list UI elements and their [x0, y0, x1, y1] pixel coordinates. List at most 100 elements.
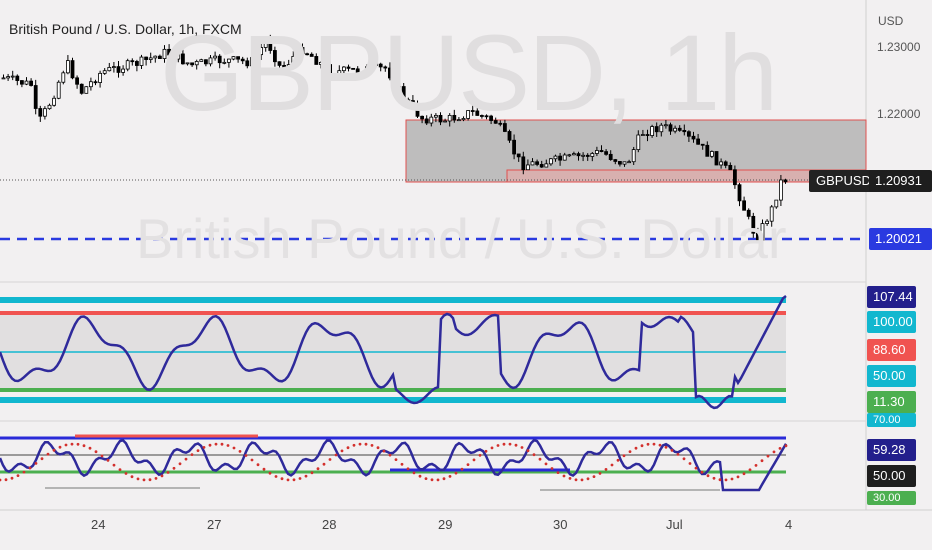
- candle-body: [553, 155, 558, 160]
- candle-body: [112, 66, 116, 69]
- osc2-dot: [412, 471, 416, 475]
- osc2-dot: [22, 470, 26, 474]
- candle-body: [10, 75, 15, 78]
- candle-body: [443, 120, 448, 123]
- osc2-dot: [406, 467, 410, 471]
- line-price-tag: 1.20021: [869, 228, 932, 250]
- time-label: 29: [438, 517, 453, 532]
- osc1-green-tag: 11.30: [867, 391, 916, 413]
- candle-body: [180, 53, 185, 65]
- candle-body: [650, 126, 654, 136]
- osc2-dot: [778, 447, 782, 450]
- candle-body: [217, 55, 222, 64]
- candle-body: [590, 153, 595, 157]
- candle-body: [84, 86, 89, 94]
- candle-body: [595, 150, 599, 154]
- osc2-dot: [130, 475, 134, 479]
- candle-body: [318, 62, 323, 65]
- candle-body: [6, 76, 10, 79]
- osc2-dot: [106, 459, 110, 462]
- osc2-dot: [298, 477, 302, 480]
- osc2-dot: [520, 446, 524, 449]
- osc2-dot: [172, 466, 176, 470]
- candle-body: [56, 81, 61, 99]
- candle-body: [291, 56, 296, 65]
- candle-body: [687, 131, 691, 137]
- last-price-tag: 1.20931: [869, 170, 932, 192]
- osc2-dot: [238, 450, 242, 453]
- osc2-dot: [274, 475, 278, 478]
- osc2-dot: [28, 466, 32, 470]
- osc2-dot: [280, 477, 284, 481]
- candle-body: [645, 134, 650, 136]
- osc2-dot: [112, 463, 116, 467]
- candle-body: [438, 114, 443, 123]
- osc2-dot: [628, 450, 632, 453]
- candle-body: [1, 77, 6, 80]
- candle-body: [512, 139, 516, 155]
- candle-body: [222, 61, 227, 64]
- osc2-dot: [616, 458, 620, 462]
- candle-body: [618, 161, 622, 165]
- candle-body: [107, 67, 112, 72]
- candle-body: [502, 123, 507, 132]
- candle-body: [622, 161, 627, 165]
- osc2-dot: [250, 458, 254, 462]
- candle-body: [134, 61, 139, 66]
- osc2-dot: [0, 478, 2, 482]
- candle-body: [769, 206, 774, 222]
- osc2-dot: [64, 443, 68, 447]
- candle-body: [208, 57, 213, 65]
- osc1-value-tag: 107.44: [867, 286, 916, 308]
- candle-body: [682, 129, 687, 133]
- osc2-dot: [472, 458, 476, 462]
- candle-body: [249, 57, 254, 67]
- osc2-dot: [286, 478, 290, 482]
- candle-body: [194, 61, 199, 66]
- candle-body: [295, 47, 300, 57]
- candle-body: [751, 215, 756, 234]
- candle-body: [654, 126, 659, 133]
- osc2-dot: [772, 450, 776, 454]
- candle-body: [705, 144, 710, 157]
- candle-body: [733, 169, 737, 186]
- candle-body: [742, 200, 746, 211]
- osc2-line: [0, 438, 788, 492]
- osc2-dot: [742, 472, 746, 476]
- candle-body: [286, 64, 291, 69]
- candle-body: [199, 59, 204, 62]
- candle-body: [314, 56, 319, 65]
- candle-body: [364, 66, 369, 75]
- osc2-dot: [262, 467, 266, 471]
- candle-body: [507, 131, 512, 141]
- osc2-dot: [610, 463, 614, 467]
- osc2-dot: [646, 442, 650, 446]
- osc2-dot: [592, 475, 596, 478]
- candle-body: [424, 118, 429, 124]
- candle-body: [723, 161, 728, 166]
- osc2-dot: [724, 478, 728, 482]
- candle-body: [387, 67, 392, 79]
- osc2-dot: [448, 475, 452, 478]
- osc2-dot: [544, 462, 548, 466]
- candle-body: [259, 47, 264, 56]
- candle-body: [277, 61, 282, 66]
- osc2-dot: [244, 454, 248, 457]
- candle-body: [714, 151, 719, 166]
- symbol-tag: GBPUSD: [809, 170, 878, 192]
- candle-body: [213, 55, 218, 59]
- osc2-dot: [304, 474, 308, 478]
- osc2-dot: [226, 444, 230, 447]
- candle-body: [66, 60, 70, 74]
- candle-body: [746, 209, 751, 217]
- osc2-dot: [142, 478, 146, 482]
- candle-body: [75, 77, 79, 85]
- osc2-dot: [352, 443, 356, 447]
- candle-body: [728, 164, 733, 171]
- osc2-dot: [526, 449, 530, 453]
- osc2-dot: [154, 477, 158, 480]
- candle-body: [300, 47, 305, 55]
- osc2-dot: [178, 462, 182, 466]
- candle-body: [190, 62, 195, 66]
